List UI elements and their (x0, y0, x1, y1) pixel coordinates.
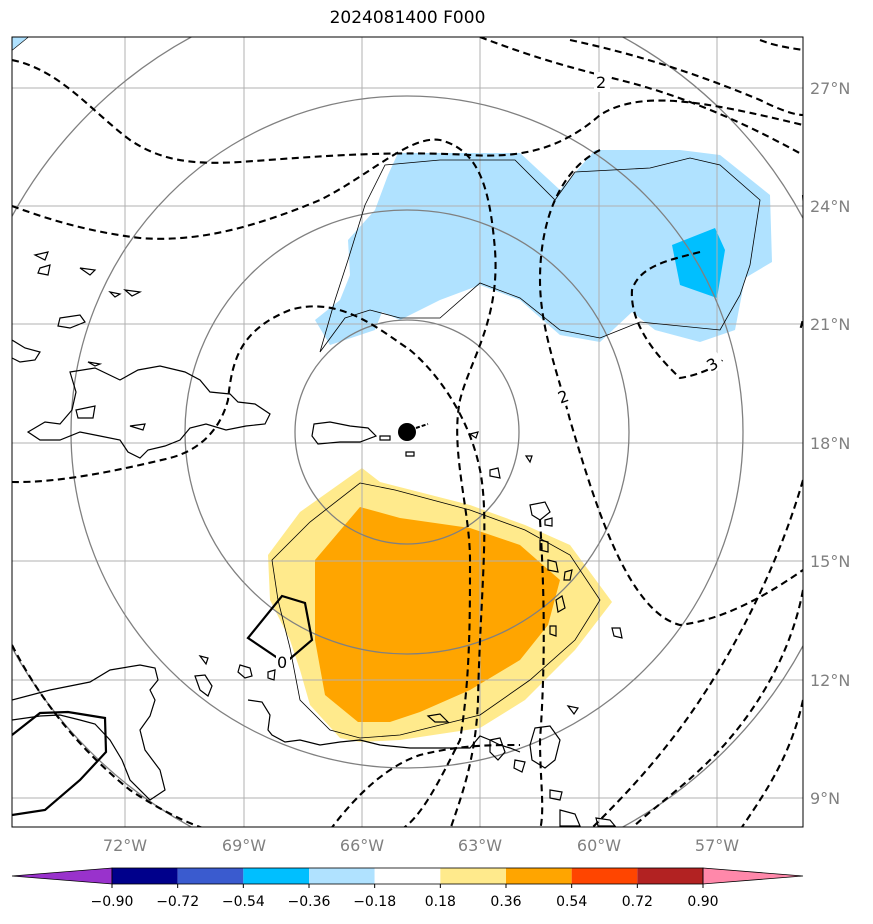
dashed-contours (12, 37, 803, 827)
storm-center-tail (415, 423, 429, 429)
contour-label-0: 0 (277, 653, 287, 672)
map-title: 2024081400 F000 (329, 8, 486, 28)
colorbar-label: 0.18 (425, 894, 456, 910)
negative-anomaly-region (315, 150, 772, 345)
lon-label: 72°W (103, 836, 147, 855)
lat-label: 27°N (810, 79, 850, 98)
longitude-labels: 72°W 69°W 66°W 63°W 60°W 57°W (103, 836, 739, 855)
colorbar-label: 0.90 (687, 894, 718, 910)
colorbar-segment (309, 868, 375, 884)
lon-label: 60°W (577, 836, 621, 855)
lat-label: 12°N (810, 671, 850, 690)
colorbar-segment (506, 868, 572, 884)
colorbar-extension-high (702, 867, 804, 885)
colorbar-segment (637, 868, 703, 884)
storm-center-marker (398, 423, 416, 441)
colorbar: −0.90 −0.72 −0.54 −0.36 −0.18 0.18 0.36 0.54 0.7… (11, 867, 804, 910)
map-frame (11, 36, 804, 828)
colorbar-label: −0.36 (288, 894, 331, 910)
colorbar-segment (177, 868, 244, 884)
colorbar-label: 0.54 (556, 894, 587, 910)
colorbar-label: 0.72 (622, 894, 653, 910)
colorbar-extension-low (11, 867, 113, 885)
colorbar-label: −0.18 (353, 894, 396, 910)
lon-label: 66°W (340, 836, 384, 855)
colorbar-label: −0.54 (222, 894, 265, 910)
lon-label: 69°W (222, 836, 266, 855)
lat-label: 18°N (810, 434, 850, 453)
colorbar-label: −0.72 (156, 894, 199, 910)
colorbar-segment (112, 868, 178, 884)
solid-contours (12, 594, 314, 817)
lon-label: 57°W (695, 836, 739, 855)
colorbar-label: −0.90 (91, 894, 134, 910)
latitude-labels: 27°N 24°N 21°N 18°N 15°N 12°N 9°N (810, 79, 850, 808)
colorbar-segment (243, 868, 309, 884)
lon-label: 63°W (458, 836, 502, 855)
coastlines (12, 37, 623, 827)
range-rings (12, 37, 803, 827)
colorbar-segment (374, 868, 441, 884)
lat-label: 24°N (810, 197, 850, 216)
contour-labels: 2 2 3 0 (276, 72, 725, 672)
corner-light-blue-region (12, 37, 28, 50)
strong-negative-anomaly-region (672, 228, 725, 298)
gridlines (12, 37, 803, 827)
lat-label: 21°N (810, 315, 850, 334)
lat-label: 15°N (810, 552, 850, 571)
colorbar-outline (111, 867, 704, 885)
lat-label: 9°N (810, 789, 840, 808)
colorbar-segment (571, 868, 638, 884)
colorbar-segment (440, 868, 506, 884)
colorbar-label: 0.36 (490, 894, 521, 910)
contour-label-2a: 2 (596, 73, 606, 92)
